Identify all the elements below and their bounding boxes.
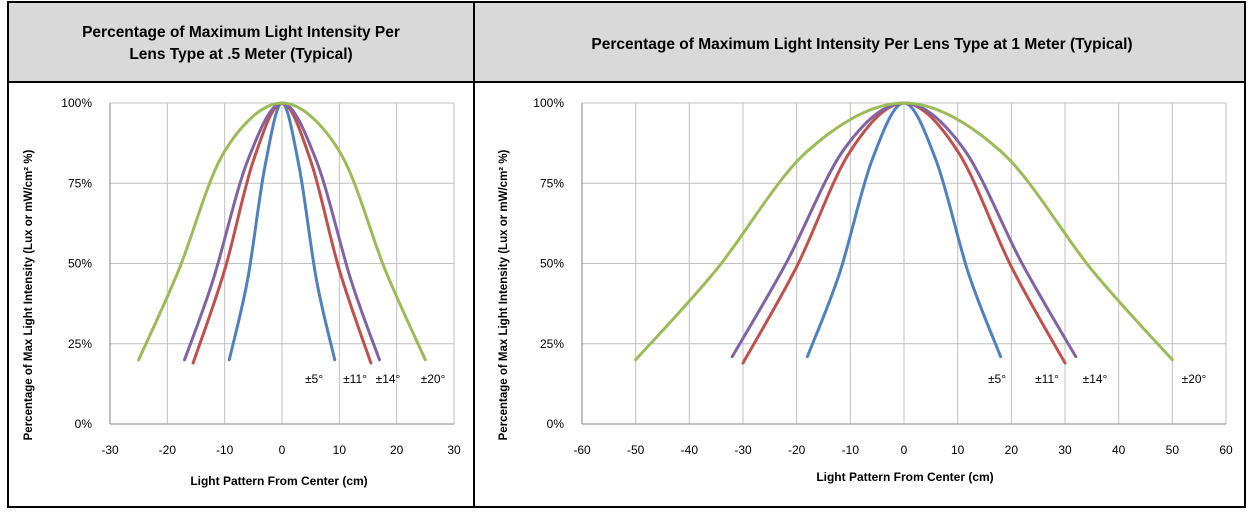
x-tick-label: 40 [1112, 443, 1126, 457]
figure-borders [7, 1, 1246, 508]
y-tick-label: 50% [540, 257, 564, 271]
x-tick-label: 20 [390, 443, 404, 457]
x-tick-label: 50 [1166, 443, 1180, 457]
y-tick-label: 25% [68, 337, 92, 351]
header-background [474, 2, 1245, 82]
plot-area-left: -30 -20 -10 0 10 20 30 0% 25% 50% 75% 100% [61, 96, 461, 457]
curve-label-20-deg: ±20° [1182, 372, 1207, 386]
x-tick-label: 30 [447, 443, 461, 457]
x-tick-label: 0 [279, 443, 286, 457]
x-tick-label: 0 [901, 443, 908, 457]
x-tick-label: -30 [734, 443, 752, 457]
curve-label-5-deg: ±5° [305, 372, 323, 386]
y-tick-label: 100% [61, 96, 92, 110]
curve-label-20-deg: ±20° [421, 372, 446, 386]
chart-title: Percentage of Maximum Light Intensity Pe… [591, 36, 1132, 53]
y-axis-label: Percentage of Max Light Intensity (Lux o… [498, 149, 510, 440]
y-tick-label: 100% [533, 96, 564, 110]
x-axis-label: Light Pattern From Center (cm) [816, 470, 993, 484]
x-tick-label: 20 [1005, 443, 1019, 457]
x-axis-label: Light Pattern From Center (cm) [190, 474, 367, 488]
x-tick-label: 60 [1219, 443, 1233, 457]
x-tick-label: -20 [159, 443, 177, 457]
curve-label-5-deg: ±5° [988, 372, 1006, 386]
chart-title-line-1: Percentage of Maximum Light Intensity Pe… [82, 24, 400, 41]
x-tick-label: -30 [101, 443, 119, 457]
y-tick-label: 0% [75, 417, 93, 431]
y-tick-label: 0% [547, 417, 565, 431]
x-tick-label: 10 [333, 443, 347, 457]
y-tick-label: 50% [68, 257, 92, 271]
series-line-4 [634, 101, 1174, 362]
x-tick-label: -20 [788, 443, 806, 457]
x-tick-label: -50 [627, 443, 645, 457]
chart-panel-right: Percentage of Maximum Light Intensity Pe… [474, 2, 1245, 484]
x-tick-label: -60 [573, 443, 591, 457]
y-tick-label: 75% [68, 176, 92, 190]
x-tick-label: -10 [216, 443, 234, 457]
curve-label-14-deg: ±14° [376, 372, 401, 386]
chart-panel-left: Percentage of Maximum Light Intensity Pe… [8, 2, 474, 488]
y-tick-label: 75% [540, 176, 564, 190]
chart-title-line-2: Lens Type at .5 Meter (Typical) [129, 46, 352, 63]
header-background [8, 2, 474, 82]
y-axis-label: Percentage of Max Light Intensity (Lux o… [23, 149, 35, 440]
x-tick-label: 10 [951, 443, 965, 457]
y-tick-label: 25% [540, 337, 564, 351]
x-tick-label: 30 [1058, 443, 1072, 457]
curve-label-11-deg: ±11° [343, 372, 367, 386]
curve-label-14-deg: ±14° [1083, 372, 1108, 386]
curve-label-11-deg: ±11° [1035, 372, 1059, 386]
series-line-4 [137, 101, 427, 362]
x-tick-label: -10 [842, 443, 860, 457]
plot-area-right: -60 -50 -40 -30 -20 -10 0 10 20 30 40 50 60 0% 25% 50% 7… [533, 96, 1233, 457]
x-tick-label: -40 [681, 443, 699, 457]
